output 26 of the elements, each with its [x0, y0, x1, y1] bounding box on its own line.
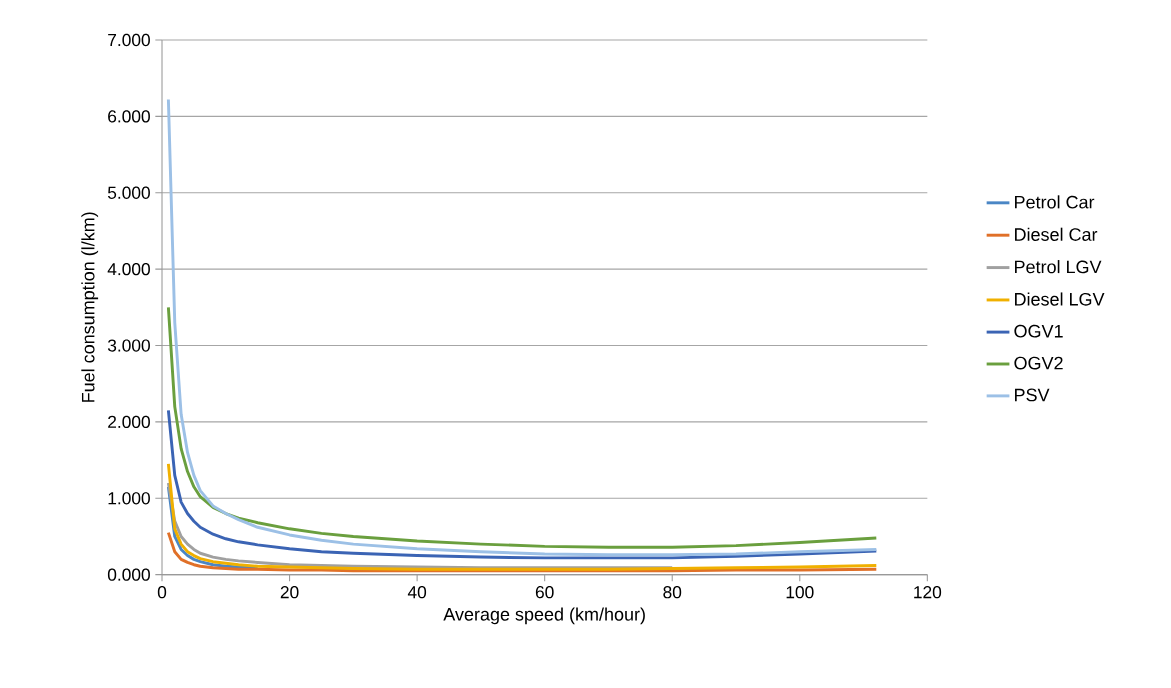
- x-tick-label: 80: [663, 586, 682, 599]
- x-tick-label: 120: [914, 586, 942, 599]
- line-series: [166, 305, 878, 549]
- y-tick-label: 2.000: [108, 415, 150, 429]
- x-tick-label: 60: [535, 586, 554, 599]
- y-tick-label: 1.000: [108, 492, 150, 505]
- legend-label: OGV1: [1014, 324, 1063, 338]
- legend-label: OGV2: [1014, 356, 1063, 370]
- y-tick-label: 5.000: [107, 186, 150, 199]
- x-tick-label: 0: [157, 586, 167, 599]
- legend-label: Diesel LGV: [1015, 292, 1105, 306]
- x-tick-label: 20: [280, 586, 299, 599]
- y-tick-label: 6.000: [108, 110, 150, 123]
- y-axis-title: Fuel consumption (l/km): [81, 212, 99, 402]
- x-tick-label: 40: [407, 586, 427, 599]
- y-tick-label: 3.000: [107, 339, 150, 352]
- legend-label: Petrol Car: [1015, 195, 1095, 209]
- x-tick-label: 100: [786, 586, 814, 599]
- legend-label: PSV: [1015, 388, 1050, 402]
- y-tick-label: 4.000: [107, 263, 150, 276]
- x-axis-title: Average speed (km/hour): [443, 607, 645, 625]
- y-tick-label: 0.000: [107, 568, 150, 581]
- y-tick-label: 7.000: [108, 33, 150, 47]
- line-series: [166, 98, 878, 557]
- legend-label: Diesel Car: [1015, 227, 1098, 241]
- legend-label: Petrol LGV: [1015, 260, 1102, 274]
